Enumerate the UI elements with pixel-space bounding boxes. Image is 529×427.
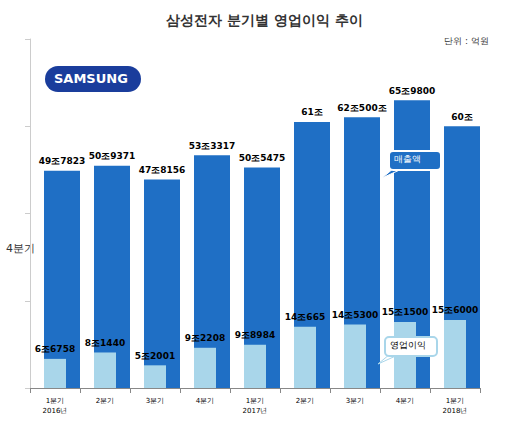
svg-text:60조: 60조 <box>451 112 473 122</box>
svg-text:15조6000: 15조6000 <box>432 305 479 315</box>
svg-text:53조3317: 53조3317 <box>189 141 236 151</box>
svg-text:14조665: 14조665 <box>285 312 325 322</box>
svg-text:4분기: 4분기 <box>396 397 414 405</box>
svg-text:4분기: 4분기 <box>196 397 214 405</box>
svg-text:4분기: 4분기 <box>6 242 35 255</box>
svg-text:47조8156: 47조8156 <box>139 165 186 175</box>
svg-text:2분기: 2분기 <box>296 397 314 405</box>
svg-text:15조1500: 15조1500 <box>382 307 429 317</box>
svg-text:8조1440: 8조1440 <box>85 338 125 348</box>
svg-text:2018년: 2018년 <box>443 407 468 415</box>
svg-text:5조2001: 5조2001 <box>135 351 175 361</box>
svg-text:6조6758: 6조6758 <box>35 344 75 354</box>
svg-text:50조9371: 50조9371 <box>89 151 136 161</box>
svg-text:SAMSUNG: SAMSUNG <box>54 71 128 86</box>
svg-text:삼성전자 분기별 영업이익 추이: 삼성전자 분기별 영업이익 추이 <box>166 12 363 28</box>
svg-text:단위 : 억원: 단위 : 억원 <box>444 36 489 46</box>
svg-text:2분기: 2분기 <box>96 397 114 405</box>
svg-text:매출액: 매출액 <box>394 154 421 164</box>
svg-text:1분기: 1분기 <box>246 397 264 405</box>
svg-text:3분기: 3분기 <box>346 397 364 405</box>
svg-text:9조8984: 9조8984 <box>235 330 275 340</box>
svg-text:61조: 61조 <box>301 107 323 117</box>
svg-text:65조9800: 65조9800 <box>389 86 436 96</box>
svg-text:62조500조: 62조500조 <box>337 103 386 113</box>
svg-text:49조7823: 49조7823 <box>39 156 86 166</box>
svg-text:2016년: 2016년 <box>43 407 68 415</box>
svg-text:1분기: 1분기 <box>46 397 64 405</box>
svg-text:14조5300: 14조5300 <box>332 310 379 320</box>
svg-text:2017년: 2017년 <box>243 407 268 415</box>
svg-text:1분기: 1분기 <box>446 397 464 405</box>
svg-text:영업이익: 영업이익 <box>390 340 426 350</box>
svg-text:50조5475: 50조5475 <box>239 153 286 163</box>
svg-text:9조2208: 9조2208 <box>185 333 225 343</box>
svg-text:3분기: 3분기 <box>146 397 164 405</box>
